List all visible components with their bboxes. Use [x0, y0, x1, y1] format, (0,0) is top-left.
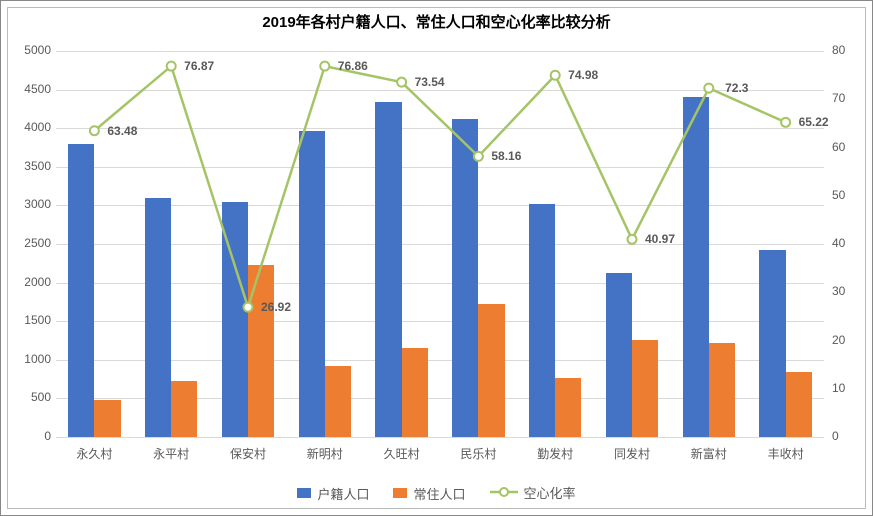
line-data-label: 58.16 [491, 149, 521, 163]
y-left-tick: 0 [11, 429, 51, 443]
x-category-label: 久旺村 [384, 445, 420, 462]
y-left-tick: 2500 [11, 236, 51, 250]
line-marker [397, 78, 406, 87]
line-data-label: 40.97 [645, 232, 675, 246]
line-data-label: 65.22 [799, 115, 829, 129]
gridline [56, 437, 824, 438]
x-category-label: 丰收村 [768, 445, 804, 462]
line-marker [90, 126, 99, 135]
x-category-label: 勤发村 [537, 445, 573, 462]
x-category-label: 保安村 [230, 445, 266, 462]
legend-changzhu-label: 常住人口 [413, 484, 465, 503]
y-left-tick: 4000 [11, 120, 51, 134]
legend-kongxin: 空心化率 [490, 483, 576, 502]
line-marker [628, 235, 637, 244]
legend: 户籍人口 常住人口 空心化率 [1, 483, 872, 504]
y-left-tick: 3000 [11, 197, 51, 211]
line-marker [320, 62, 329, 71]
x-category-label: 永久村 [76, 445, 112, 462]
line-data-label: 73.54 [415, 75, 445, 89]
line-marker [704, 84, 713, 93]
x-category-label: 新明村 [307, 445, 343, 462]
chart-container: 2019年各村户籍人口、常住人口和空心化率比较分析 05001000150020… [0, 0, 873, 516]
y-left-tick: 3500 [11, 159, 51, 173]
y-left-tick: 2000 [11, 275, 51, 289]
y-right-tick: 80 [832, 43, 845, 57]
y-right-tick: 50 [832, 188, 845, 202]
legend-huji-swatch [297, 488, 311, 498]
legend-changzhu-swatch [393, 488, 407, 498]
y-right-tick: 10 [832, 381, 845, 395]
y-left-tick: 1500 [11, 313, 51, 327]
y-right-tick: 70 [832, 91, 845, 105]
y-left-tick: 500 [11, 390, 51, 404]
y-right-tick: 40 [832, 236, 845, 250]
x-category-label: 永平村 [153, 445, 189, 462]
line-marker [244, 303, 253, 312]
legend-huji: 户籍人口 [297, 484, 369, 503]
line-data-label: 74.98 [568, 68, 598, 82]
line-data-label: 76.87 [184, 59, 214, 73]
legend-kongxin-label: 空心化率 [524, 483, 576, 502]
y-right-tick: 60 [832, 140, 845, 154]
x-category-label: 新富村 [691, 445, 727, 462]
line-marker [551, 71, 560, 80]
chart-title: 2019年各村户籍人口、常住人口和空心化率比较分析 [1, 11, 872, 32]
line-marker [474, 152, 483, 161]
legend-changzhu: 常住人口 [393, 484, 465, 503]
y-right-tick: 20 [832, 333, 845, 347]
x-category-label: 民乐村 [460, 445, 496, 462]
y-left-tick: 1000 [11, 352, 51, 366]
line-marker [781, 118, 790, 127]
x-category-label: 同发村 [614, 445, 650, 462]
line-marker [167, 62, 176, 71]
legend-kongxin-swatch [490, 486, 518, 498]
y-left-tick: 4500 [11, 82, 51, 96]
legend-huji-label: 户籍人口 [317, 484, 369, 503]
line-series [56, 51, 824, 437]
line-data-label: 76.86 [338, 59, 368, 73]
line-data-label: 26.92 [261, 300, 291, 314]
y-left-tick: 5000 [11, 43, 51, 57]
plot-area: 0500100015002000250030003500400045005000… [56, 51, 824, 437]
y-right-tick: 0 [832, 429, 839, 443]
y-right-tick: 30 [832, 284, 845, 298]
line-data-label: 63.48 [107, 124, 137, 138]
line-data-label: 72.3 [725, 81, 748, 95]
